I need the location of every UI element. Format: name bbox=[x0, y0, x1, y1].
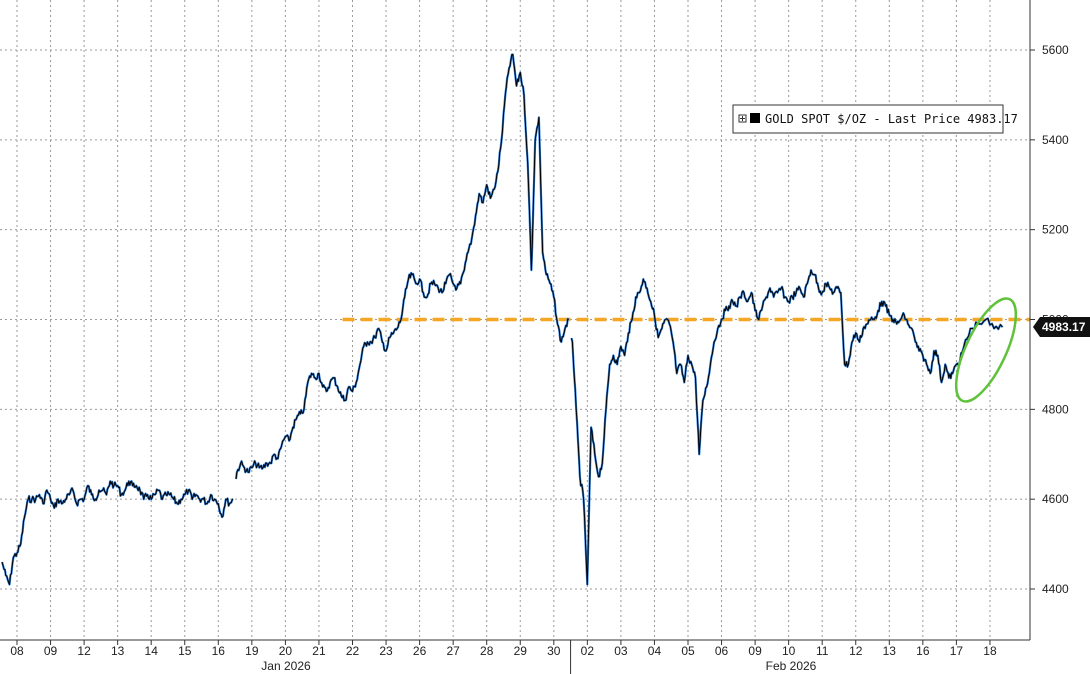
x-tick-label: 20 bbox=[279, 644, 293, 658]
highlight-ellipse bbox=[954, 297, 1018, 403]
x-tick-label: 13 bbox=[883, 644, 897, 658]
x-tick-label: 16 bbox=[916, 644, 930, 658]
x-tick-label: 27 bbox=[446, 644, 460, 658]
month-label-feb: Feb 2026 bbox=[766, 659, 817, 673]
last-price-label: 4983.17 bbox=[1042, 320, 1086, 334]
price-series-layer bbox=[1, 53, 1004, 586]
x-tick-label: 02 bbox=[581, 644, 595, 658]
x-tick-label: 05 bbox=[681, 644, 695, 658]
price-series-line bbox=[1, 54, 1003, 585]
y-tick-label: 5400 bbox=[1042, 133, 1069, 147]
y-tick-label: 4600 bbox=[1042, 492, 1069, 506]
x-tick-label: 18 bbox=[983, 644, 997, 658]
y-tick-label: 4400 bbox=[1042, 582, 1069, 596]
x-tick-label: 12 bbox=[77, 644, 91, 658]
y-tick-label: 5600 bbox=[1042, 43, 1069, 57]
legend-label: GOLD SPOT $/OZ - Last Price 4983.17 bbox=[765, 112, 1018, 126]
x-tick-label: 14 bbox=[145, 644, 159, 658]
x-tick-label: 04 bbox=[648, 644, 662, 658]
x-tick-label: 13 bbox=[111, 644, 125, 658]
annotation-layer bbox=[954, 297, 1018, 403]
x-tick-label: 10 bbox=[782, 644, 796, 658]
x-tick-label: 29 bbox=[514, 644, 528, 658]
x-tick-label: 06 bbox=[715, 644, 729, 658]
x-tick-label: 23 bbox=[379, 644, 393, 658]
y-tick-label: 5200 bbox=[1042, 223, 1069, 237]
x-tick-label: 09 bbox=[748, 644, 762, 658]
x-tick-label: 21 bbox=[312, 644, 326, 658]
x-tick-label: 22 bbox=[346, 644, 360, 658]
x-tick-label: 19 bbox=[245, 644, 259, 658]
x-tick-label: 15 bbox=[178, 644, 192, 658]
x-tick-label: 03 bbox=[614, 644, 628, 658]
x-tick-label: 26 bbox=[413, 644, 427, 658]
x-tick-label: 16 bbox=[212, 644, 226, 658]
legend-swatch bbox=[750, 113, 760, 123]
x-tick-label: 12 bbox=[849, 644, 863, 658]
x-tick-label: 30 bbox=[547, 644, 561, 658]
y-tick-label: 4800 bbox=[1042, 402, 1069, 416]
last-price-marker: 4983.17 bbox=[1033, 317, 1090, 337]
x-tick-label: 08 bbox=[10, 644, 24, 658]
x-tick-label: 28 bbox=[480, 644, 494, 658]
legend-box: GOLD SPOT $/OZ - Last Price 4983.17 bbox=[732, 104, 1018, 134]
x-tick-label: 11 bbox=[816, 644, 829, 658]
x-tick-label: 17 bbox=[950, 644, 964, 658]
month-label-jan: Jan 2026 bbox=[261, 659, 311, 673]
x-tick-label: 09 bbox=[44, 644, 58, 658]
